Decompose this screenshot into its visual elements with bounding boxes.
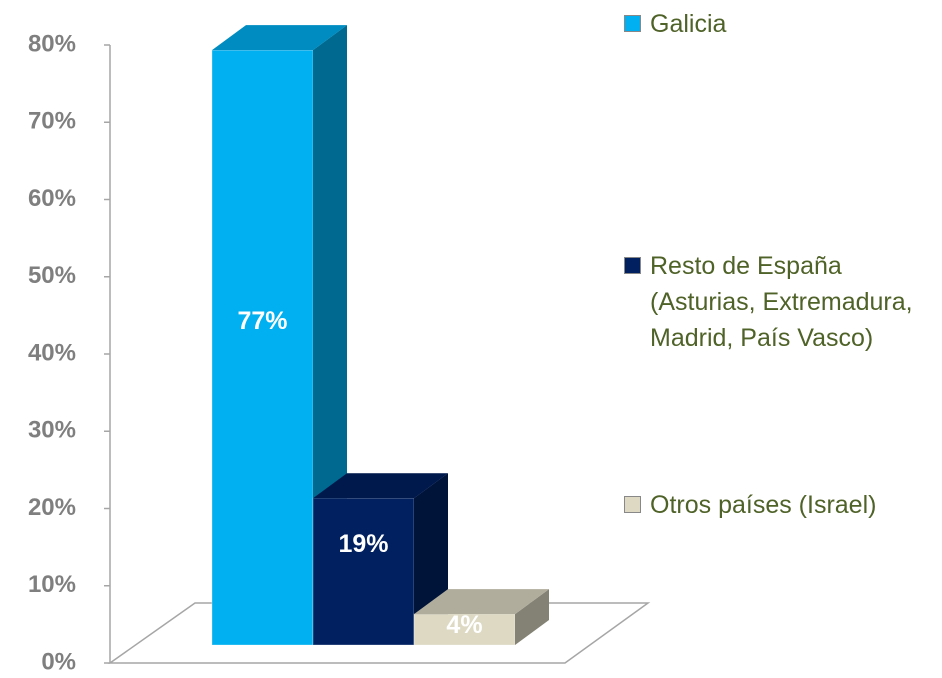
y-tick-label: 50% <box>28 262 76 289</box>
value-label: 19% <box>338 530 388 558</box>
y-tick-label: 10% <box>28 571 76 598</box>
bar-top <box>414 589 549 615</box>
bar-side <box>515 589 549 645</box>
y-tick-label: 70% <box>28 108 76 135</box>
y-tick-label: 0% <box>41 648 76 675</box>
y-tick-label: 60% <box>28 185 76 212</box>
legend-entry: Otros países (Israel) <box>624 487 942 523</box>
bar <box>413 589 549 646</box>
y-tick-label: 20% <box>28 494 76 521</box>
bar-front <box>312 497 415 646</box>
bar-top-shade <box>313 473 448 499</box>
bar-top-shade <box>212 25 347 51</box>
y-tick-label: 80% <box>28 30 76 57</box>
y-tick-label: 30% <box>28 417 76 444</box>
bar-top <box>313 473 448 499</box>
value-label: 4% <box>446 611 482 639</box>
legend-label: Otros países (Israel) <box>650 491 877 519</box>
legend-label: Galicia <box>650 10 727 38</box>
bar-top-shade <box>414 589 549 615</box>
legend-swatch <box>624 257 641 274</box>
legend-label: Resto de España (Asturias, Extremadura, … <box>650 252 913 352</box>
legend-entry: Resto de España (Asturias, Extremadura, … <box>624 248 942 356</box>
legend-swatch <box>624 496 641 513</box>
legend-entry: Galicia <box>624 6 942 42</box>
legend-swatch <box>624 15 641 32</box>
y-tick-label: 40% <box>28 339 76 366</box>
bar <box>211 25 347 646</box>
bar-side-shade <box>515 589 549 645</box>
bar-front <box>211 49 314 646</box>
value-label: 77% <box>237 307 287 335</box>
bar-front <box>413 613 516 646</box>
bar-top <box>212 25 347 51</box>
